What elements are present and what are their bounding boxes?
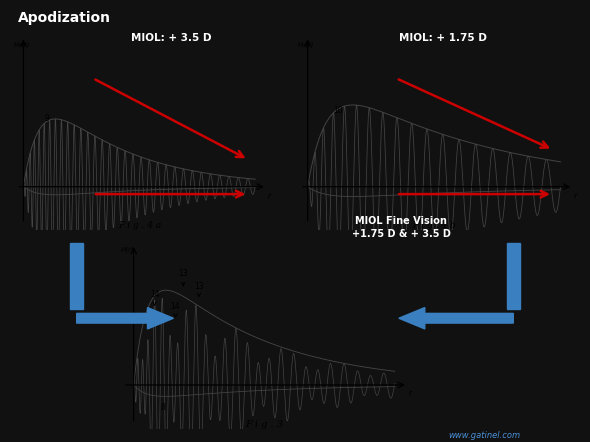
Text: MIOL: + 3.5 D: MIOL: + 3.5 D bbox=[131, 33, 211, 42]
Text: 10: 10 bbox=[333, 106, 343, 115]
Text: 14: 14 bbox=[171, 302, 181, 311]
Text: H₂(r): H₂(r) bbox=[297, 41, 314, 48]
Text: H₁(r): H₁(r) bbox=[14, 41, 31, 48]
Text: 13: 13 bbox=[194, 282, 204, 291]
Text: 13: 13 bbox=[178, 269, 188, 278]
Text: F i g . 3: F i g . 3 bbox=[245, 420, 283, 429]
Text: r: r bbox=[409, 389, 412, 398]
Text: MIOL Fine Vision
+1.75 D & + 3.5 D: MIOL Fine Vision +1.75 D & + 3.5 D bbox=[352, 216, 451, 239]
Text: MIOL: + 1.75 D: MIOL: + 1.75 D bbox=[399, 33, 486, 42]
Text: F i g . 4 b: F i g . 4 b bbox=[412, 221, 456, 230]
Text: r: r bbox=[574, 192, 577, 201]
Text: F i g . 4 a: F i g . 4 a bbox=[117, 221, 161, 230]
Text: 8: 8 bbox=[160, 403, 165, 412]
Text: Apodization: Apodization bbox=[18, 11, 112, 25]
Text: H(r): H(r) bbox=[120, 247, 135, 253]
Text: www.gatinel.com: www.gatinel.com bbox=[448, 431, 520, 440]
Text: 9: 9 bbox=[44, 114, 49, 122]
Text: 14: 14 bbox=[150, 290, 159, 299]
Text: r: r bbox=[267, 192, 271, 201]
